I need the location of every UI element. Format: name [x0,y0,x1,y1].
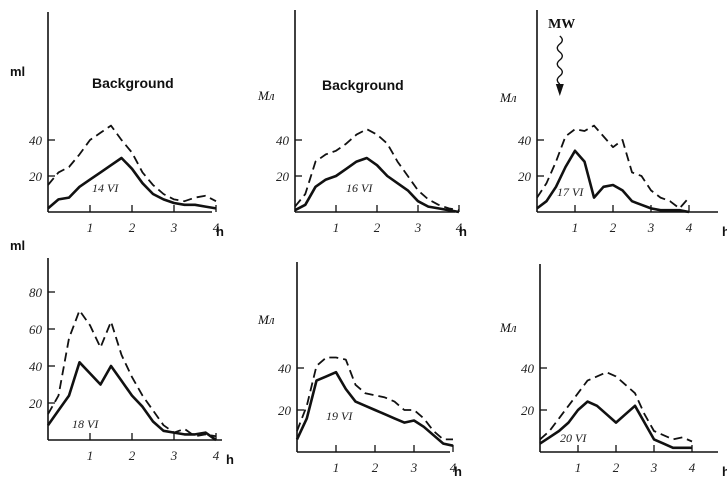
panel-6-x-tick-label: 2 [613,460,620,475]
panel-3-mw-wave-arrow [556,35,563,85]
panel-4-y-unit-label: ml [10,238,25,253]
panel-1-y-tick-label: 40 [29,133,43,148]
panel-3-mw-arrowhead-icon [555,84,564,96]
panel-4-x-tick-label: 4 [213,448,220,463]
panel-4-y-tick-label: 60 [29,322,43,337]
panel-6-x-tick-label: 4 [689,460,696,475]
panel-2-title: Background [322,77,404,93]
panel-1-y-tick-label: 20 [29,169,43,184]
panel-2-series-dashed-line [294,128,460,212]
panel-3-x-tick-label: 2 [610,220,617,235]
panel-3-series-dashed-line [536,124,690,210]
panel-3-mw-annotation: MW [548,17,575,32]
panel-6-y-tick-label: 20 [521,403,535,418]
panel-1-x-unit-label: h [216,224,224,239]
panel-1-x-tick-label: 3 [170,220,178,235]
panel-2-x-tick-label: 3 [414,220,422,235]
panel-5-date-label: 19 VI [326,409,353,423]
panel-3-y-tick-label: 20 [518,169,532,184]
panel-2-date-label: 16 VI [346,181,373,195]
panel-6-x-tick-label: 3 [650,460,658,475]
panel-1-x-tick-label: 4 [213,220,220,235]
panel-4-y-tick-label: 40 [29,359,43,374]
panel-4-series-solid-line [46,360,217,442]
panel-6-y-unit-label: Мл [499,320,517,335]
panel-5-x-tick-label: 1 [333,460,340,475]
panel-1-series-solid-line [47,156,217,210]
panel-5-x-tick-label: 3 [410,460,418,475]
panel-5-x-unit-label: h [454,464,462,477]
panel-4-y-tick-label: 20 [29,396,43,411]
panel-1-date-label: 14 VI [92,181,119,195]
panel-2-y-unit-label: Мл [257,88,275,103]
panel-2-x-tick-label: 1 [333,220,340,235]
panel-5-y-tick-label: 20 [278,403,292,418]
panel-2-x-unit-label: h [459,224,467,239]
panel-1-series-dashed-line [47,124,217,203]
panel-5-series-dashed-line [296,356,453,441]
panel-4-x-tick-label: 3 [170,448,178,463]
panel-1-x-tick-label: 2 [129,220,136,235]
panel-4-date-label: 18 VI [72,417,99,431]
panel-6-series-solid-line [539,400,692,450]
panel-3-x-tick-label: 3 [647,220,655,235]
panel-6-date-label: 20 VI [560,431,587,445]
panel-2-y-tick-label: 20 [276,169,290,184]
panel-5-y-tick-label: 40 [278,361,292,376]
panel-6-x-unit-label: h [722,464,727,477]
panel-5-x-tick-label: 2 [372,460,379,475]
panel-5-series-solid-line [295,370,454,447]
panel-2-y-tick-label: 40 [276,133,290,148]
panel-3-y-unit-label: Мл [499,90,517,105]
panel-6-y-tick-label: 40 [521,361,535,376]
panel-3-date-label: 17 VI [557,185,584,199]
panel-3-x-tick-label: 1 [572,220,579,235]
panel-4-x-tick-label: 1 [87,448,94,463]
panel-6-x-tick-label: 1 [575,460,582,475]
panel-4-y-tick-label: 80 [29,285,43,300]
panel-3-series-solid-line [536,149,690,214]
panel-1-y-unit-label: ml [10,64,25,79]
panel-2-series-solid-line [294,156,460,214]
panel-3-y-tick-label: 40 [518,133,532,148]
panel-4-x-unit-label: h [226,452,234,467]
panel-5-x-tick-label: 4 [450,460,457,475]
panel-4-x-tick-label: 2 [129,448,136,463]
panel-4-series-dashed-line [47,309,217,438]
panel-2-x-tick-label: 2 [374,220,381,235]
panel-5-y-unit-label: Мл [257,312,275,327]
panel-3-x-tick-label: 4 [686,220,693,235]
panel-6-series-dashed-line [539,371,693,443]
panel-1-x-tick-label: 1 [87,220,94,235]
panel-3-x-unit-label: h [722,224,727,239]
panel-1-title: Background [92,75,174,91]
panel-2-x-tick-label: 4 [456,220,463,235]
